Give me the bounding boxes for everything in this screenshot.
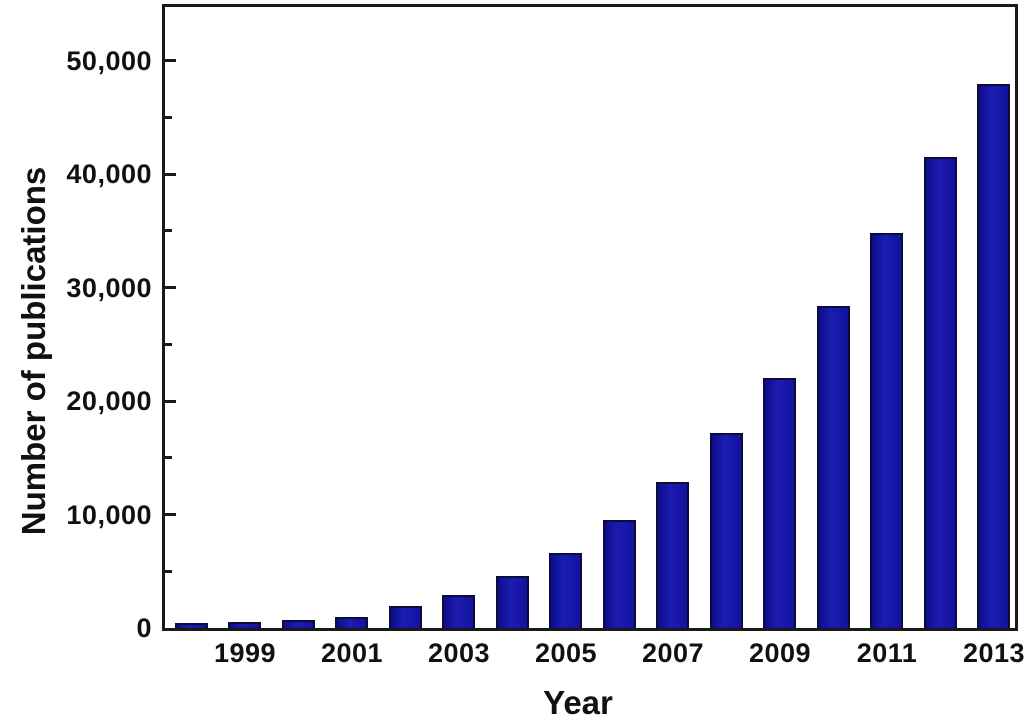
bar-2009 <box>763 378 796 628</box>
y-minor-tick <box>165 570 172 573</box>
y-tick-label: 40,000 <box>66 159 152 189</box>
y-tick-label: 0 <box>136 613 152 643</box>
y-major-tick <box>165 59 176 62</box>
x-tick-label: 2011 <box>856 638 918 668</box>
y-axis-title: Number of publications <box>15 166 52 536</box>
bar-2003 <box>442 595 475 628</box>
y-major-tick <box>165 173 176 176</box>
bar-2001 <box>335 617 368 628</box>
plot-area <box>162 4 1018 631</box>
bar-2008 <box>710 433 743 628</box>
y-tick-label: 10,000 <box>66 500 152 530</box>
bar-1999 <box>228 622 261 628</box>
bar-2002 <box>389 606 422 628</box>
y-major-tick <box>165 286 176 289</box>
x-tick-label: 2007 <box>641 638 705 668</box>
y-minor-tick <box>165 343 172 346</box>
y-tick-label: 30,000 <box>66 273 152 303</box>
y-minor-tick <box>165 229 172 232</box>
bar-2000 <box>282 620 315 628</box>
bar-2006 <box>603 520 636 628</box>
y-major-tick <box>165 400 176 403</box>
bar-2011 <box>870 233 903 628</box>
bar-2010 <box>817 306 850 628</box>
bar-2004 <box>496 576 529 628</box>
x-axis-title: Year <box>543 684 613 721</box>
y-tick-label: 50,000 <box>66 46 152 76</box>
bar-2007 <box>656 482 689 628</box>
bar-2012 <box>924 157 957 628</box>
y-minor-tick <box>165 456 172 459</box>
bar-2013 <box>977 84 1010 628</box>
bar-2005 <box>549 553 582 628</box>
x-tick-label: 1999 <box>213 638 277 668</box>
x-tick-label: 2005 <box>534 638 598 668</box>
bar-1998 <box>175 623 208 628</box>
x-tick-label: 2009 <box>748 638 812 668</box>
y-tick-label: 20,000 <box>66 386 152 416</box>
x-tick-label: 2013 <box>962 638 1024 668</box>
x-tick-label: 2001 <box>320 638 384 668</box>
y-major-tick <box>165 513 176 516</box>
x-tick-label: 2003 <box>427 638 491 668</box>
y-minor-tick <box>165 116 172 119</box>
